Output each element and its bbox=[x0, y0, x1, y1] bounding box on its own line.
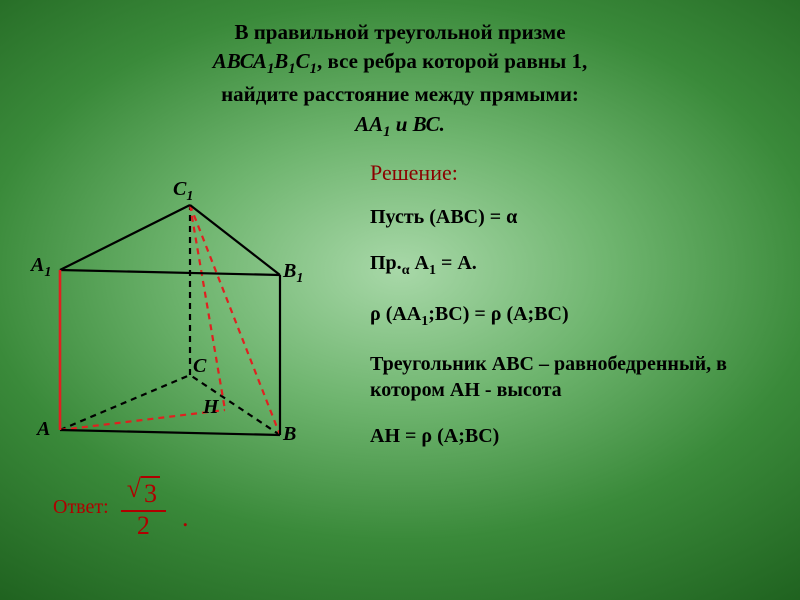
problem-title: В правильной треугольной призме АВСА1В1С… bbox=[0, 0, 800, 150]
solution-step-1: Пусть (АВС) = α bbox=[370, 204, 775, 230]
label-C: C bbox=[193, 355, 206, 378]
title-line-1: В правильной треугольной призме bbox=[40, 18, 760, 47]
answer-dot: . bbox=[182, 503, 189, 533]
title-line-2: АВСА1В1С1, все ребра которой равны 1, bbox=[40, 47, 760, 80]
label-H: Н bbox=[203, 396, 219, 419]
solution-step-2: Пр.α А1 = А. bbox=[370, 250, 775, 280]
answer-row: Ответ: √3 2 . bbox=[53, 475, 345, 538]
title-line-4: АА1 и ВС. bbox=[40, 110, 760, 143]
label-B: B bbox=[283, 423, 296, 446]
label-C1: C1 bbox=[173, 178, 193, 205]
answer-label: Ответ: bbox=[53, 496, 109, 519]
content-area: A B C A1 B1 C1 Н Ответ: √3 2 . Решение: … bbox=[0, 150, 800, 538]
label-B1: B1 bbox=[283, 260, 303, 287]
solution-step-5: АН = ρ (А;ВС) bbox=[370, 423, 775, 449]
label-A1: A1 bbox=[31, 254, 51, 281]
solution-panel: Решение: Пусть (АВС) = α Пр.α А1 = А. ρ … bbox=[345, 160, 775, 538]
prism-diagram bbox=[25, 160, 325, 470]
solution-step-3: ρ (АА1;ВС) = ρ (А;ВС) bbox=[370, 301, 775, 331]
label-A: A bbox=[37, 418, 50, 441]
solution-heading: Решение: bbox=[370, 160, 775, 186]
diagram-panel: A B C A1 B1 C1 Н Ответ: √3 2 . bbox=[25, 160, 345, 538]
solution-step-4: Треугольник АВС – равнобедренный, в кото… bbox=[370, 351, 775, 403]
answer-fraction: √3 2 bbox=[121, 475, 166, 538]
title-line-3: найдите расстояние между прямыми: bbox=[40, 80, 760, 109]
